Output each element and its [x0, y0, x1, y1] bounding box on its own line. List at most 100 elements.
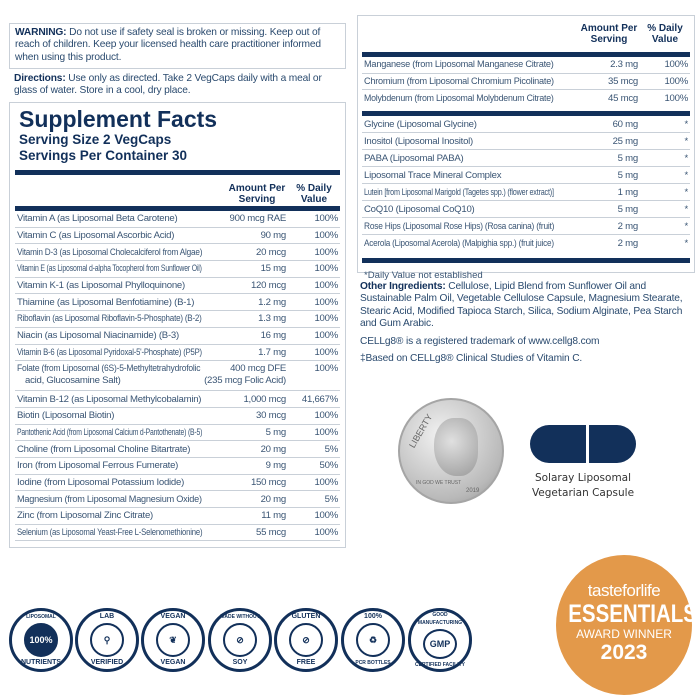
nutrient-dv: 100%	[314, 346, 338, 358]
nutrient-amount: 1.3 mg	[258, 313, 286, 325]
nutrient-dv: *	[684, 186, 689, 198]
nutrient-name: Vitamin A (as Liposomal Beta Carotene)	[17, 213, 178, 225]
nutrient-name-cell: Zinc (from Liposomal Zinc Citrate)	[17, 510, 206, 521]
facts-title: Supplement Facts	[19, 106, 218, 132]
nutrient-name: Inositol (Liposomal Inositol)	[364, 135, 473, 147]
table-row: Vitamin B-6 (as Liposomal Pyridoxal-5'-P…	[15, 345, 340, 362]
nutrient-name-cell: Glycine (Liposomal Glycine)	[364, 119, 558, 130]
col-dv-header: % Daily Value	[296, 183, 332, 205]
badge-top: GLUTEN	[291, 613, 321, 620]
nutrient-amount: 45 mcg	[608, 93, 638, 105]
nutrient-name: Vitamin E (as Liposomal d-alpha Tocopher…	[17, 263, 202, 275]
nutrient-name: Iron (from Liposomal Ferrous Fumerate)	[17, 460, 179, 472]
nutrient-amount: 25 mg	[612, 135, 639, 147]
nutrient-name-cell: Selenium (as Liposomal Yeast-Free L-Sele…	[17, 527, 206, 538]
nutrient-name: Folate (from Liposomal (6S)-5-Methyltetr…	[17, 363, 204, 387]
table-row: Vitamin B-12 (as Liposomal Methylcobalam…	[15, 391, 340, 408]
badge-bottom: VEGAN	[160, 659, 186, 666]
nutrient-amount: 15 mg	[260, 263, 287, 275]
other-ingredients-label: Other Ingredients:	[360, 281, 446, 292]
nutrient-name: Riboflavin (as Liposomal Riboflavin-5-Ph…	[17, 313, 202, 325]
badge-bottom: PCR BOTTLES	[355, 660, 391, 666]
nutrient-amount: 5 mg	[617, 152, 639, 164]
no-soy-icon: ⊘	[223, 623, 257, 657]
nutrient-name-cell: Lutein [from Liposomal Marigold (Tagetes…	[364, 187, 558, 198]
badge-soy: MADE WITHOUT ⊘ SOY	[208, 608, 272, 672]
col-dv-header: % Daily Value	[647, 23, 683, 45]
nutrient-dv: 100%	[664, 93, 688, 105]
nutrient-dv: 41,667%	[301, 393, 338, 405]
nutrient-name-cell: Iron (from Liposomal Ferrous Fumerate)	[17, 460, 206, 471]
nutrient-name: Lutein [from Liposomal Marigold (Tagetes…	[364, 186, 554, 198]
divider	[362, 111, 690, 117]
nutrient-dv: 50%	[319, 460, 339, 472]
nutrient-name: Vitamin B-6 (as Liposomal Pyridoxal-5'-P…	[17, 346, 202, 358]
nutrient-dv: 5%	[324, 493, 339, 505]
serving-size: Serving Size 2 VegCaps	[19, 132, 172, 147]
nutrient-name-cell: Thiamine (as Liposomal Benfotiamine) (B-…	[17, 297, 206, 308]
nutrient-name: Pantothenic Acid (from Liposomal Calcium…	[17, 426, 203, 438]
nutrient-dv: 100%	[314, 363, 338, 375]
table-row: Vitamin C (as Liposomal Ascorbic Acid) 90…	[15, 228, 340, 245]
nutrient-dv: 100%	[314, 263, 338, 275]
table-row: Vitamin E (as Liposomal d-alpha Tocopher…	[15, 261, 340, 278]
nutrient-name: Rose Hips (Liposomal Rose Hips) (Rosa ca…	[364, 220, 555, 232]
supplement-facts-panel: Supplement Facts Serving Size 2 VegCaps …	[9, 102, 346, 548]
folate-name: Folate (from Liposomal (6S)-5-Methyltetr…	[17, 363, 201, 375]
nutrient-amount: 30 mcg	[256, 410, 286, 422]
col-amount-header: Amount Per Serving	[228, 183, 286, 205]
nutrient-amount: 1.2 mg	[258, 296, 286, 308]
badge-top: VEGAN	[160, 613, 186, 620]
nutrient-amount: 120 mcg	[250, 280, 286, 292]
nutrient-name: Liposomal Trace Mineral Complex	[364, 169, 502, 181]
capsule-caption: Solaray Liposomal Vegetarian Capsule	[515, 471, 651, 501]
table-row: Vitamin D-3 (as Liposomal Cholecalcifero…	[15, 244, 340, 262]
footnote: *Daily Value not established	[364, 270, 483, 282]
nutrient-name-cell: Riboflavin (as Liposomal Riboflavin-5-Ph…	[17, 313, 206, 324]
table-row: Selenium (as Liposomal Yeast-Free L-Sele…	[15, 525, 340, 542]
nutrient-amount: 20 mg	[260, 493, 287, 505]
nutrient-name-cell: Molybdenum (from Liposomal Molybdenum Ci…	[364, 93, 558, 104]
based-on-note: ‡Based on CELLg8® Clinical Studies of Vi…	[360, 353, 583, 365]
nutrient-name-cell: Vitamin C (as Liposomal Ascorbic Acid)	[17, 230, 206, 241]
nutrient-name-cell: Manganese (from Liposomal Manganese Citr…	[364, 59, 558, 70]
nutrient-dv: 100%	[664, 76, 688, 88]
dime-date: 2019	[466, 488, 480, 494]
nutrient-name-cell: Vitamin B-12 (as Liposomal Methylcobalam…	[17, 394, 206, 405]
nutrient-name: Thiamine (as Liposomal Benfotiamine) (B-…	[17, 296, 195, 308]
nutrient-dv: *	[684, 152, 689, 164]
nutrient-amount: 1,000 mcg	[243, 393, 286, 405]
award-brand: tasteforlife	[587, 581, 661, 600]
supplement-facts-continued: Amount Per Serving % Daily Value Mangane…	[357, 15, 695, 281]
table-row: Inositol (Liposomal Inositol) 25 mg *	[362, 133, 690, 151]
folate-folic-acid: (235 mcg Folic Acid)	[204, 375, 286, 387]
nutrient-name: Choline (from Liposomal Choline Bitartra…	[17, 443, 191, 455]
nutrient-dv: *	[684, 118, 689, 130]
nutrient-name: Vitamin D-3 (as Liposomal Cholecalcifero…	[17, 246, 203, 258]
nutrient-name: Vitamin B-12 (as Liposomal Methylcobalam…	[17, 393, 202, 405]
nutrient-dv: *	[684, 169, 689, 181]
trademark-note: CELLg8® is a registered trademark of www…	[360, 335, 600, 347]
warning-label: WARNING:	[15, 27, 67, 38]
plant-icon: ⚲	[90, 623, 124, 657]
nutrient-amount: 400 mcg DFE (235 mcg Folic Acid)	[204, 363, 286, 387]
nutrient-amount: 9 mg	[265, 460, 287, 472]
badge-free: GLUTEN ⊘ FREE	[274, 608, 338, 672]
nutrient-name: Biotin (Liposomal Biotin)	[17, 410, 115, 422]
nutrient-name-cell: Vitamin K-1 (as Liposomal Phylloquinone)	[17, 280, 206, 291]
table-row: Zinc (from Liposomal Zinc Citrate) 11 mg 1…	[15, 508, 340, 525]
nutrient-dv: 100%	[314, 280, 338, 292]
table-row: Choline (from Liposomal Choline Bitartra…	[15, 441, 340, 458]
liposomal-icon: 100%	[24, 623, 58, 657]
nutrient-name: PABA (Liposomal PABA)	[364, 152, 464, 164]
nutrient-dv: 100%	[314, 313, 338, 325]
nutrient-amount: 20 mcg	[256, 246, 286, 258]
nutrient-name-cell: Magnesium (from Liposomal Magnesium Oxid…	[17, 494, 206, 505]
nutrient-name-cell: Choline (from Liposomal Choline Bitartra…	[17, 444, 206, 455]
directions-label: Directions:	[14, 73, 66, 84]
nutrient-name-cell: Vitamin B-6 (as Liposomal Pyridoxal-5'-P…	[17, 347, 206, 358]
nutrient-name-cell: Liposomal Trace Mineral Complex	[364, 170, 558, 181]
directions: Directions: Use only as directed. Take 2…	[14, 73, 344, 98]
nutrient-amount: 55 mcg	[256, 527, 286, 539]
divider	[362, 52, 690, 57]
